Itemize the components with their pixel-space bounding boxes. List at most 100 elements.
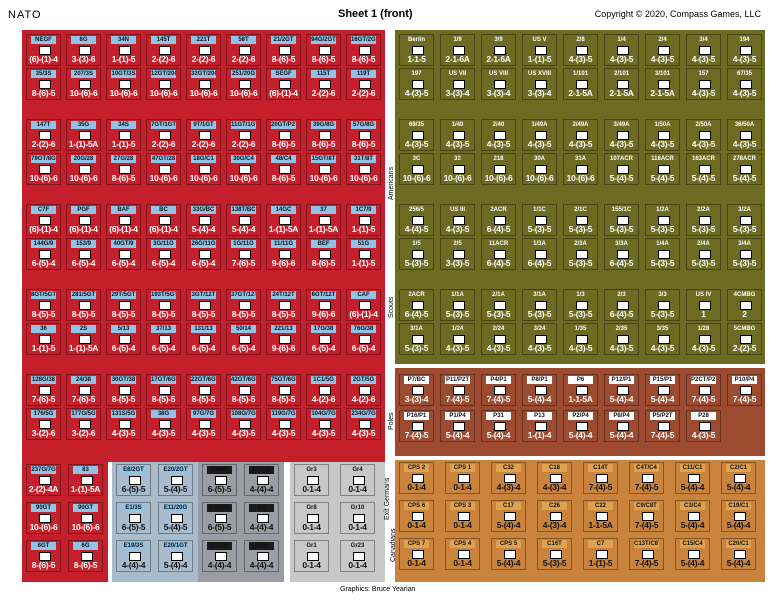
unit-strength: 5-(3)-5 [568, 309, 593, 319]
counter: 3/4 4-(3)-5 [686, 34, 721, 66]
counter: 131/13 6-(5)-4 [186, 323, 221, 355]
unit-symbol [39, 216, 51, 225]
counter: 76G/38 6-(5)-4 [346, 323, 381, 355]
sheet-title: Sheet 1 (front) [338, 8, 413, 20]
unit-symbol [239, 386, 251, 395]
unit-strength: 4-(4)-4 [121, 560, 146, 570]
unit-symbol [307, 514, 319, 523]
unit-strength: 8-(5)-5 [151, 309, 176, 319]
unit-symbol [576, 216, 588, 225]
counter: BEF 8-(6)-5 [306, 238, 341, 270]
unit-id: P7/BC [404, 376, 429, 384]
unit-id: 104G/7G [311, 410, 336, 418]
unit-id: 234G/7G [351, 410, 376, 418]
counter: 6GT/12T 9-(6)-6 [306, 289, 341, 321]
unit-id: E20/2GT [163, 466, 188, 474]
unit-symbol [79, 301, 91, 310]
counter: 3/24 4-(3)-5 [522, 323, 557, 355]
unit-id: 3/3 [650, 291, 675, 299]
counter: 2/1C 5-(3)-5 [563, 204, 598, 236]
unit-id: 2/49A [568, 121, 593, 129]
unit-strength: 1-(1)-4 [527, 430, 552, 440]
counter: 7GT/1GT 2-(2)-6 [146, 119, 181, 151]
unit-id: 1G/11G [231, 240, 256, 248]
section: Berlin 1-1-5 1/9 2-1-6A 3/9 2-1-6A US V 1-(1)-5… [395, 30, 765, 364]
counter: 177G/5G 3-(2)-6 [66, 408, 101, 440]
counter: P15/P1 5-(4)-4 [645, 374, 680, 406]
counter: 1/24 4-(3)-5 [440, 323, 475, 355]
unit-symbol [119, 420, 131, 429]
unit-symbol [658, 80, 670, 89]
counter: Berlin 1-1-5 [399, 34, 434, 66]
unit-id: 3/2A [732, 206, 757, 214]
counter: 47GT/28 10-(6)-6 [146, 153, 181, 185]
unit-symbol [79, 335, 91, 344]
unit-id: 177G/5G [71, 410, 96, 418]
unit-id: C16T [542, 540, 567, 548]
unit-symbol [119, 335, 131, 344]
unit-id: 17GT/6GT [151, 376, 176, 384]
unit-symbol [199, 46, 211, 55]
unit-strength: 1-(1)-5 [588, 558, 613, 568]
counter: US IV 1 [686, 289, 721, 321]
counter: 35G 1-(1)-5A [66, 119, 101, 151]
unit-strength: 6-(4)-5 [486, 258, 511, 268]
unit-id: 18G/C1 [191, 155, 216, 163]
unit-symbol [699, 131, 711, 140]
unit-strength: 5-(4)-4 [445, 430, 470, 440]
unit-strength: 2-1-5A [568, 88, 593, 98]
unit-strength: 0-1-4 [348, 522, 367, 532]
unit-strength: 3-(3)-4 [404, 394, 429, 404]
unit-symbol [734, 512, 746, 521]
counter: 3/101 2-1-5A [645, 68, 680, 100]
unit-strength: 2-(2)-4A [28, 484, 59, 494]
unit-id: 47GT/28 [151, 155, 176, 163]
counter: 69/35 4-(3)-5 [399, 119, 434, 151]
unit-id: SEGF [271, 70, 296, 78]
unit-symbol [279, 80, 291, 89]
unit-strength: 5-(3)-5 [732, 258, 757, 268]
counter: P12/P1 5-(4)-4 [604, 374, 639, 406]
unit-symbol [658, 216, 670, 225]
unit-strength: 5-(4)-5 [650, 173, 675, 183]
unit-symbol [617, 216, 629, 225]
unit-symbol [740, 46, 752, 55]
unit-strength: 4-(3)-5 [568, 343, 593, 353]
counter: Gr10 0-1-4 [340, 502, 375, 534]
unit-strength: 8-(6)-5 [31, 88, 56, 98]
counter: 234G/7G 4-(3)-5 [346, 408, 381, 440]
unit-id: C22 [588, 502, 613, 510]
counter: 221T 2-(2)-6 [186, 34, 221, 66]
unit-symbol [359, 165, 371, 174]
unit-strength: 5-(4)-5 [163, 484, 188, 494]
unit-symbol [319, 46, 331, 55]
counter: C2/C1 5-(4)-4 [721, 462, 756, 494]
unit-strength: 5-(4)-4 [680, 482, 705, 492]
unit-id: 36/50A [732, 121, 757, 129]
unit-strength: (6)-(1)-4 [349, 309, 378, 319]
counter: 17G/38 6-(5)-4 [306, 323, 341, 355]
counter: 94G/2GT 8-(6)-5 [306, 34, 341, 66]
unit-id: 207/3S [71, 70, 96, 78]
unit-id: CAF [351, 291, 376, 299]
unit-id: P5/P2T [650, 412, 675, 420]
unit-strength: 6-(5)-4 [311, 343, 336, 353]
unit-strength: 6-(4)-5 [486, 224, 511, 234]
unit-strength: 7-(6)-5 [231, 258, 256, 268]
unit-id: 108G/7G [231, 410, 256, 418]
unit-strength: 4-(3)-5 [732, 54, 757, 64]
unit-symbol [215, 476, 227, 485]
unit-symbol [39, 250, 51, 259]
unit-id: 67/35 [732, 70, 757, 78]
unit-symbol [199, 420, 211, 429]
unit-symbol [699, 216, 711, 225]
counter: C14T 7-(4)-5 [583, 462, 618, 494]
unit-strength: 10-(6)-6 [71, 522, 100, 532]
counter: BAF (6)-(1)-4 [106, 204, 141, 236]
unit-symbol [658, 335, 670, 344]
counter: 21/2GT 8-(6)-5 [266, 34, 301, 66]
unit-id: Gr1 [299, 542, 324, 550]
unit-id: 1/40 [445, 121, 470, 129]
unit-strength: 1-(1)-5A [308, 224, 339, 234]
unit-id: P8/P1 [527, 376, 552, 384]
